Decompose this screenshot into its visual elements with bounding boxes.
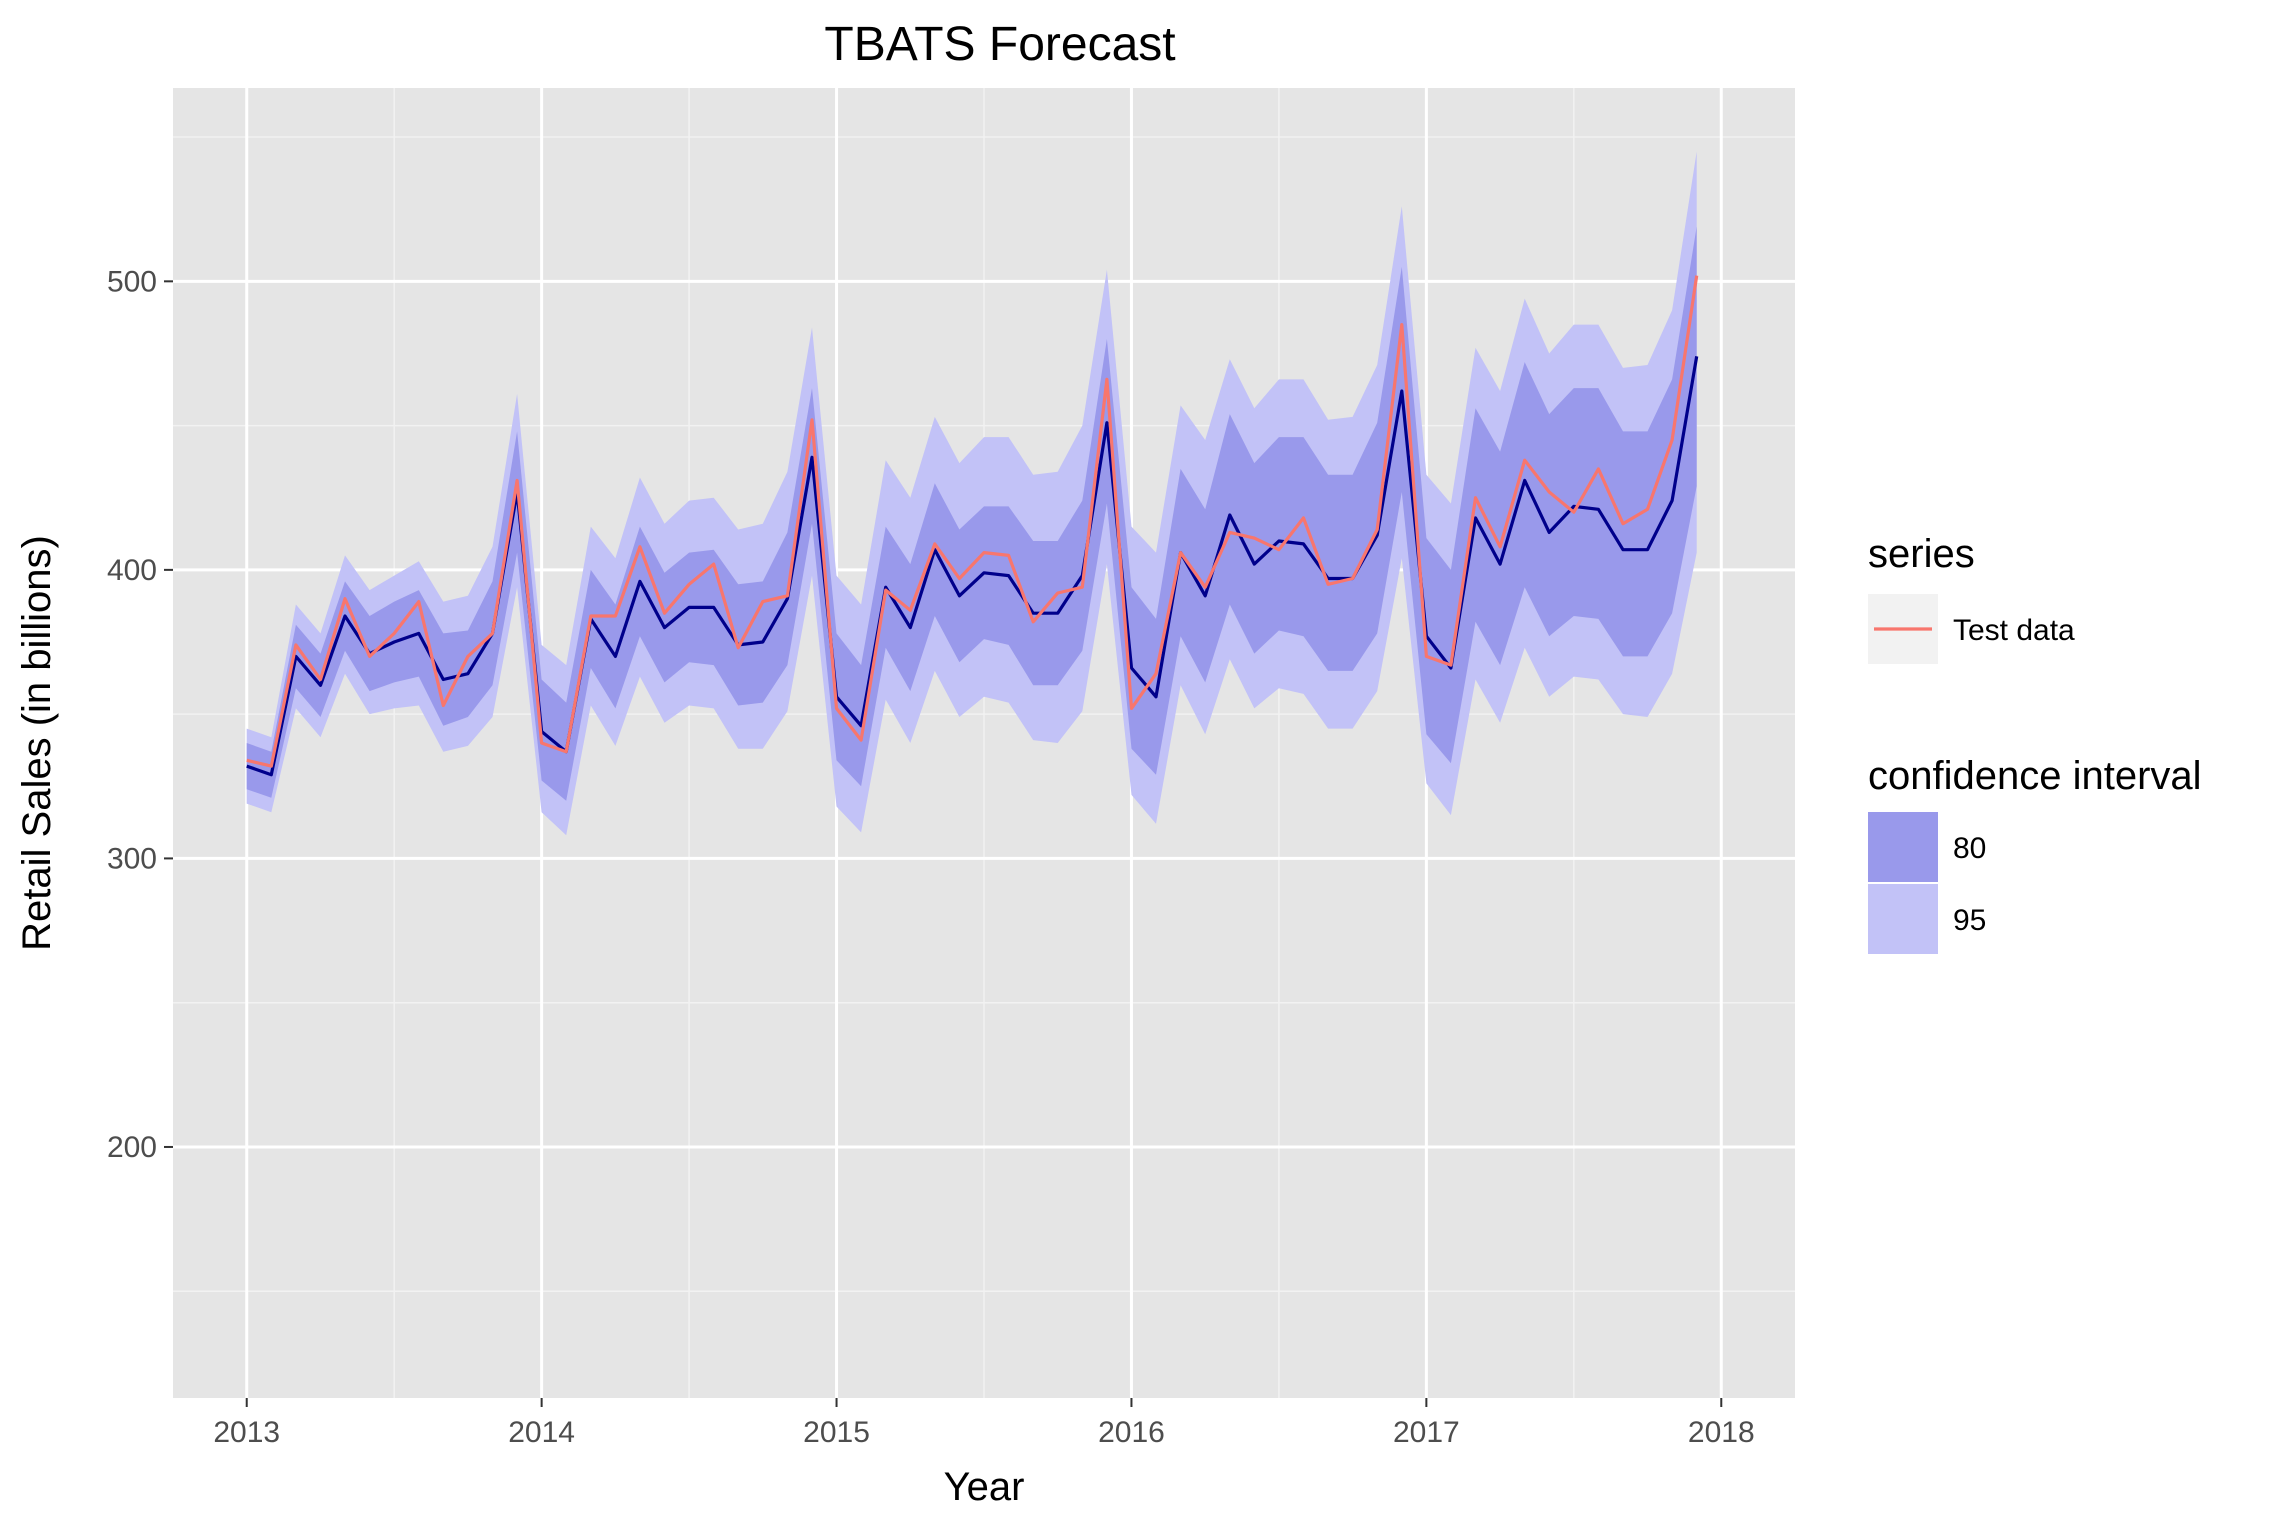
legend-label-test-data: Test data <box>1953 614 2075 647</box>
test-data-line <box>246 275 1699 768</box>
legend-swatch-95 <box>1868 884 1938 954</box>
y-axis-label: Retail Sales (in billions) <box>15 535 59 951</box>
y-tick-label: 500 <box>107 265 157 298</box>
legend-label-80: 80 <box>1953 832 1986 865</box>
x-tick-label: 2017 <box>1393 1416 1460 1449</box>
x-tick-label: 2014 <box>508 1416 575 1449</box>
legend-swatch-80 <box>1868 812 1938 882</box>
x-tick-label: 2013 <box>213 1416 280 1449</box>
x-tick-label: 2018 <box>1688 1416 1755 1449</box>
y-tick-label: 300 <box>107 842 157 875</box>
legend: series Test data confidence interval 80 95 <box>1868 532 2202 954</box>
x-tick-label: 2015 <box>803 1416 870 1449</box>
legend-label-95: 95 <box>1953 904 1986 937</box>
y-tick-label: 400 <box>107 554 157 587</box>
confidence-bands <box>246 151 1697 836</box>
series-lines <box>246 275 1699 777</box>
x-tick-label: 2016 <box>1098 1416 1165 1449</box>
x-axis: 2013 2014 2015 2016 2017 2018 <box>213 1398 1755 1449</box>
band-80 <box>246 226 1697 801</box>
chart-title: TBATS Forecast <box>824 18 1175 71</box>
legend-title-series: series <box>1868 532 1975 576</box>
y-axis: 200 300 400 500 <box>107 265 173 1164</box>
x-axis-label: Year <box>944 1465 1025 1509</box>
y-tick-label: 200 <box>107 1131 157 1164</box>
legend-title-confidence-interval: confidence interval <box>1868 754 2202 798</box>
